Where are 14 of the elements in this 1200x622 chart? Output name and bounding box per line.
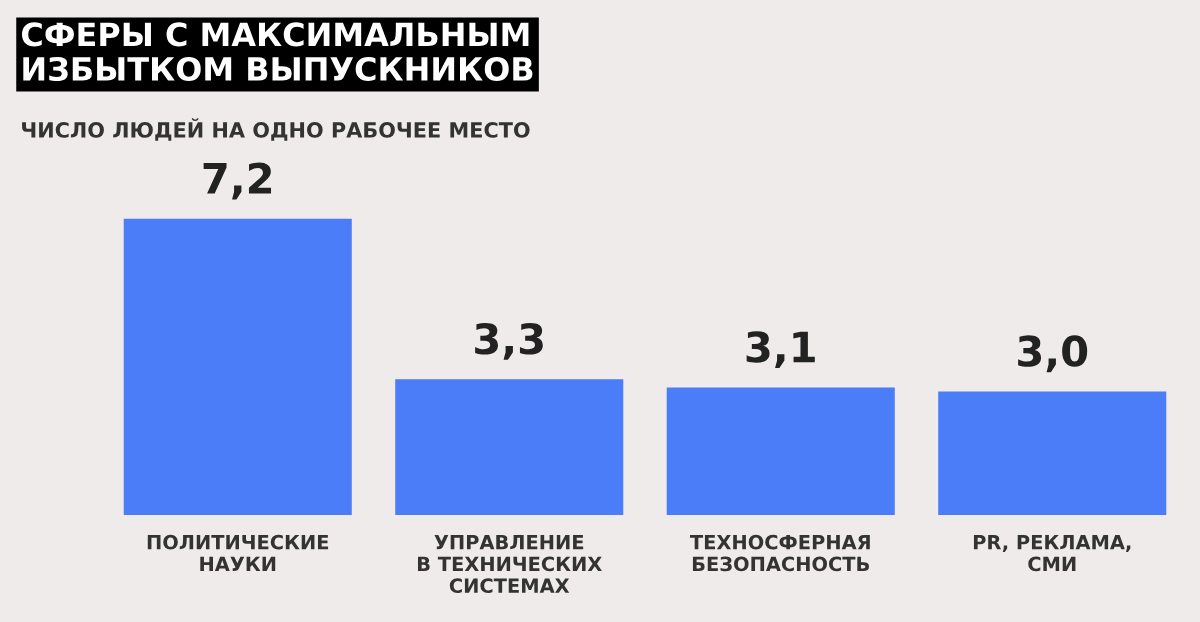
bar xyxy=(395,379,624,516)
data-label: 3,1 xyxy=(746,331,815,369)
x-tick-label: PR, РЕКЛАМА, СМИ xyxy=(973,535,1131,572)
data-label: 3,3 xyxy=(475,323,543,360)
bar xyxy=(123,218,352,516)
chart-title: СФЕРЫ С МАКСИМАЛЬНЫМ ИЗБЫТКОМ ВЫПУСКНИКОВ xyxy=(21,22,533,82)
data-label: 3,0 xyxy=(1018,335,1088,373)
bar xyxy=(666,387,895,516)
x-tick-label: ПОЛИТИЧЕСКИЕ НАУКИ xyxy=(147,534,329,572)
data-label: 7,2 xyxy=(203,162,272,200)
x-tick-label: ТЕХНОСФЕРНАЯ БЕЗОПАСНОСТЬ xyxy=(689,534,870,572)
bar xyxy=(938,391,1167,516)
chart-subtitle: ЧИСЛО ЛЮДЕЙ НА ОДНО РАБОЧЕЕ МЕСТО xyxy=(22,118,530,141)
x-tick-label: УПРАВЛЕНИЕ В ТЕХНИЧЕСКИХ СИСТЕМАХ xyxy=(417,535,602,594)
